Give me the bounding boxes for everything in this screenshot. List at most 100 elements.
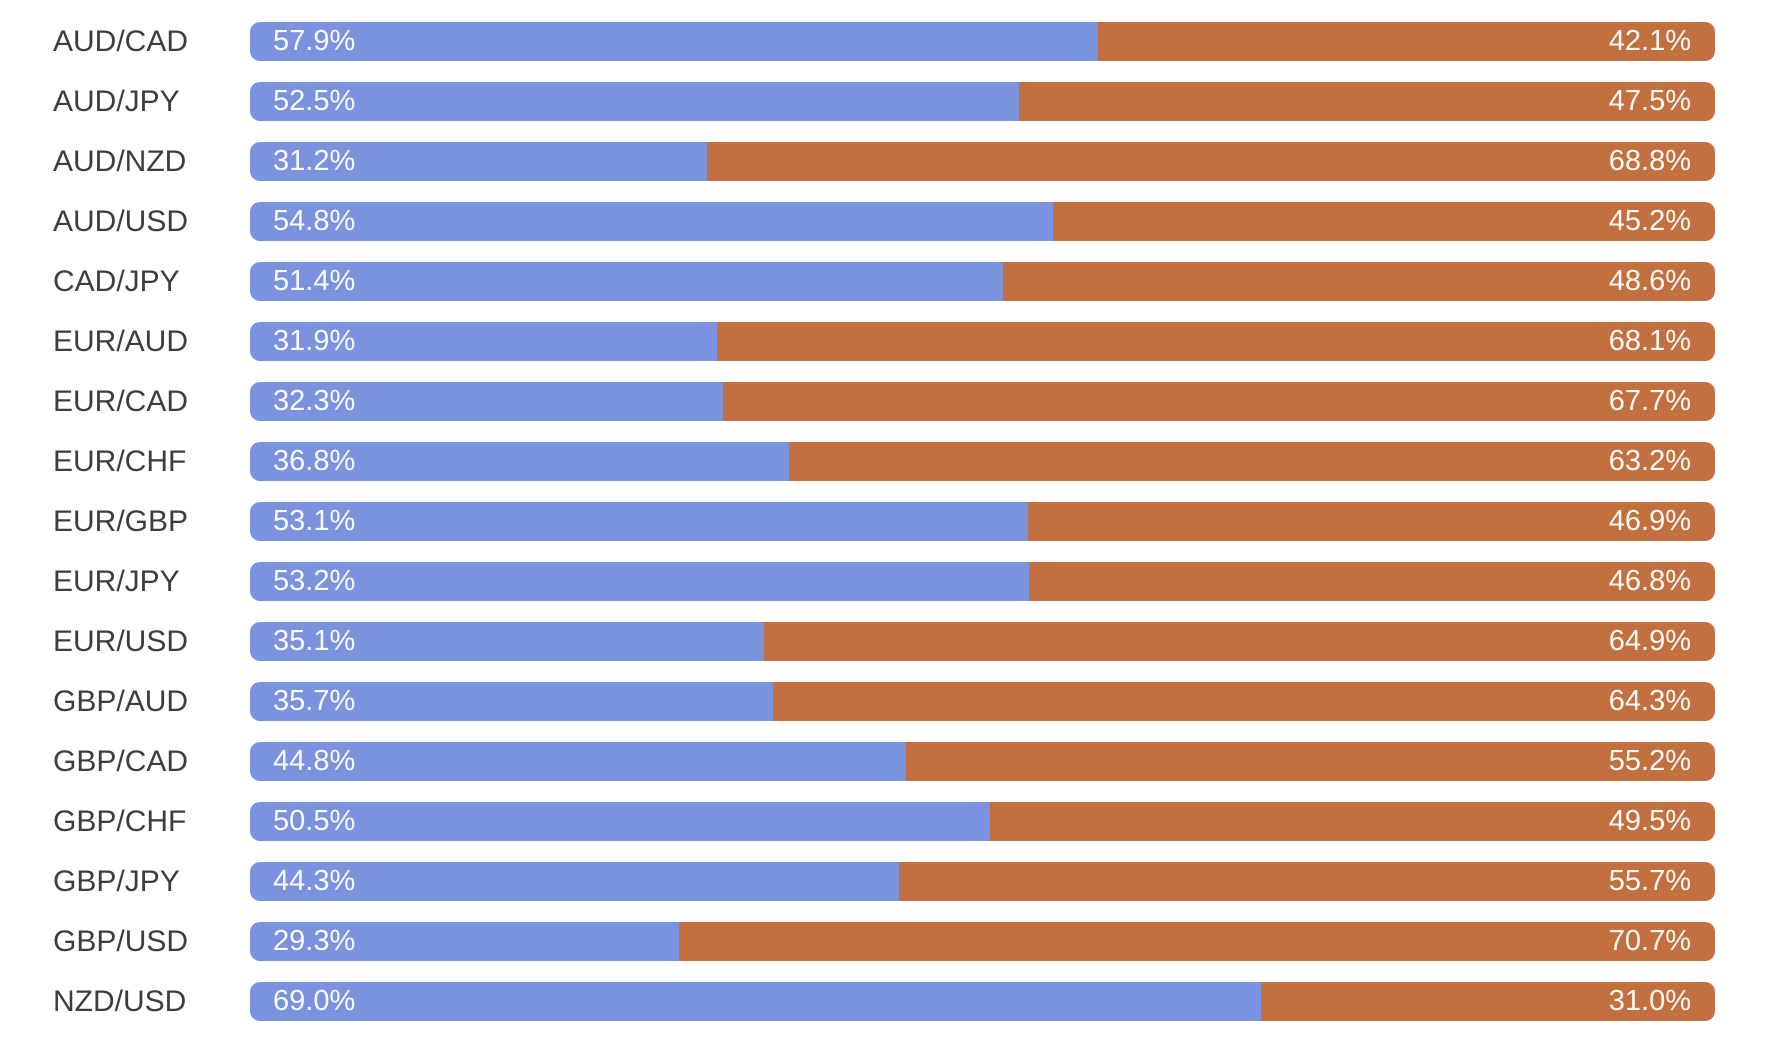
currency-pair-label: EUR/CAD — [53, 384, 189, 418]
sentiment-bar: 29.3% 70.7% — [250, 922, 1715, 961]
left-percentage-value: 31.2% — [273, 145, 356, 177]
sentiment-bar: 54.8% 45.2% — [250, 202, 1715, 241]
bar-segment-right: 42.1% — [1098, 22, 1715, 61]
chart-row: AUD/NZD 31.2% 68.8% — [53, 142, 1715, 181]
right-percentage-value: 55.2% — [1608, 745, 1691, 777]
right-percentage-value: 46.9% — [1608, 505, 1691, 537]
left-percentage-value: 54.8% — [273, 205, 356, 237]
bar-segment-right: 70.7% — [679, 922, 1715, 961]
bar-segment-right: 64.9% — [764, 622, 1715, 661]
currency-pair-label: EUR/JPY — [53, 564, 180, 598]
chart-row: EUR/JPY 53.2% 46.8% — [53, 562, 1715, 601]
right-percentage-value: 47.5% — [1608, 85, 1691, 117]
chart-row: EUR/AUD 31.9% 68.1% — [53, 322, 1715, 361]
chart-row: NZD/USD 69.0% 31.0% — [53, 982, 1715, 1021]
chart-row: EUR/CHF 36.8% 63.2% — [53, 442, 1715, 481]
left-percentage-value: 32.3% — [273, 385, 356, 417]
right-percentage-value: 63.2% — [1608, 445, 1691, 477]
currency-pair-label: NZD/USD — [53, 984, 187, 1018]
currency-pair-label: AUD/CAD — [53, 24, 189, 58]
left-percentage-value: 50.5% — [273, 805, 356, 837]
left-percentage-value: 51.4% — [273, 265, 356, 297]
bar-segment-left: 31.9% — [250, 322, 718, 361]
right-percentage-value: 68.1% — [1608, 325, 1691, 357]
bar-segment-left: 36.8% — [250, 442, 790, 481]
bar-segment-left: 29.3% — [250, 922, 680, 961]
right-percentage-value: 64.3% — [1608, 685, 1691, 717]
currency-pair-label: GBP/USD — [53, 924, 189, 958]
bar-segment-right: 47.5% — [1019, 82, 1715, 121]
right-percentage-value: 70.7% — [1608, 925, 1691, 957]
bar-segment-right: 46.9% — [1027, 502, 1715, 541]
currency-pair-label: GBP/AUD — [53, 684, 189, 718]
currency-pair-label: GBP/CHF — [53, 804, 187, 838]
sentiment-bar: 32.3% 67.7% — [250, 382, 1715, 421]
sentiment-bar: 35.1% 64.9% — [250, 622, 1715, 661]
right-percentage-value: 55.7% — [1608, 865, 1691, 897]
bar-segment-right: 55.2% — [906, 742, 1715, 781]
bar-segment-right: 64.3% — [773, 682, 1715, 721]
sentiment-bar: 51.4% 48.6% — [250, 262, 1715, 301]
bar-segment-right: 55.7% — [898, 862, 1715, 901]
currency-pair-label: AUD/USD — [53, 204, 189, 238]
chart-row: GBP/AUD 35.7% 64.3% — [53, 682, 1715, 721]
left-percentage-value: 52.5% — [273, 85, 356, 117]
sentiment-bar: 50.5% 49.5% — [250, 802, 1715, 841]
sentiment-bar: 35.7% 64.3% — [250, 682, 1715, 721]
bar-segment-left: 52.5% — [250, 82, 1020, 121]
sentiment-bar: 53.2% 46.8% — [250, 562, 1715, 601]
right-percentage-value: 49.5% — [1608, 805, 1691, 837]
chart-row: GBP/JPY 44.3% 55.7% — [53, 862, 1715, 901]
right-percentage-value: 31.0% — [1608, 985, 1691, 1017]
chart-row: GBP/CAD 44.8% 55.2% — [53, 742, 1715, 781]
right-percentage-value: 48.6% — [1608, 265, 1691, 297]
chart-row: AUD/JPY 52.5% 47.5% — [53, 82, 1715, 121]
bar-segment-left: 53.2% — [250, 562, 1030, 601]
bar-segment-left: 31.2% — [250, 142, 708, 181]
left-percentage-value: 35.1% — [273, 625, 356, 657]
bar-segment-left: 51.4% — [250, 262, 1003, 301]
bar-segment-right: 68.1% — [717, 322, 1715, 361]
right-percentage-value: 68.8% — [1608, 145, 1691, 177]
bar-segment-right: 63.2% — [789, 442, 1715, 481]
left-percentage-value: 57.9% — [273, 25, 356, 57]
right-percentage-value: 67.7% — [1608, 385, 1691, 417]
chart-row: AUD/CAD 57.9% 42.1% — [53, 22, 1715, 61]
right-percentage-value: 64.9% — [1608, 625, 1691, 657]
bar-segment-left: 32.3% — [250, 382, 724, 421]
bar-segment-left: 44.8% — [250, 742, 907, 781]
bar-segment-left: 57.9% — [250, 22, 1099, 61]
currency-pair-label: EUR/GBP — [53, 504, 189, 538]
sentiment-bar: 69.0% 31.0% — [250, 982, 1715, 1021]
left-percentage-value: 53.1% — [273, 505, 356, 537]
currency-pair-label: EUR/AUD — [53, 324, 189, 358]
bar-segment-left: 44.3% — [250, 862, 899, 901]
currency-pair-label: GBP/CAD — [53, 744, 189, 778]
bar-segment-left: 53.1% — [250, 502, 1028, 541]
sentiment-bar: 31.9% 68.1% — [250, 322, 1715, 361]
right-percentage-value: 45.2% — [1608, 205, 1691, 237]
currency-pair-label: AUD/JPY — [53, 84, 180, 118]
chart-row: AUD/USD 54.8% 45.2% — [53, 202, 1715, 241]
sentiment-bar: 53.1% 46.9% — [250, 502, 1715, 541]
currency-pair-label: GBP/JPY — [53, 864, 180, 898]
chart-row: EUR/GBP 53.1% 46.9% — [53, 502, 1715, 541]
currency-pair-label: AUD/NZD — [53, 144, 187, 178]
bar-segment-left: 69.0% — [250, 982, 1261, 1021]
bar-segment-right: 46.8% — [1029, 562, 1715, 601]
sentiment-bar: 57.9% 42.1% — [250, 22, 1715, 61]
bar-segment-right: 67.7% — [723, 382, 1715, 421]
right-percentage-value: 46.8% — [1608, 565, 1691, 597]
bar-segment-right: 68.8% — [707, 142, 1715, 181]
left-percentage-value: 35.7% — [273, 685, 356, 717]
chart-row: GBP/USD 29.3% 70.7% — [53, 922, 1715, 961]
left-percentage-value: 29.3% — [273, 925, 356, 957]
left-percentage-value: 44.8% — [273, 745, 356, 777]
bar-segment-right: 49.5% — [989, 802, 1715, 841]
sentiment-bar: 31.2% 68.8% — [250, 142, 1715, 181]
bar-segment-right: 45.2% — [1052, 202, 1715, 241]
bar-segment-left: 54.8% — [250, 202, 1053, 241]
chart-row: GBP/CHF 50.5% 49.5% — [53, 802, 1715, 841]
bar-segment-left: 35.1% — [250, 622, 765, 661]
